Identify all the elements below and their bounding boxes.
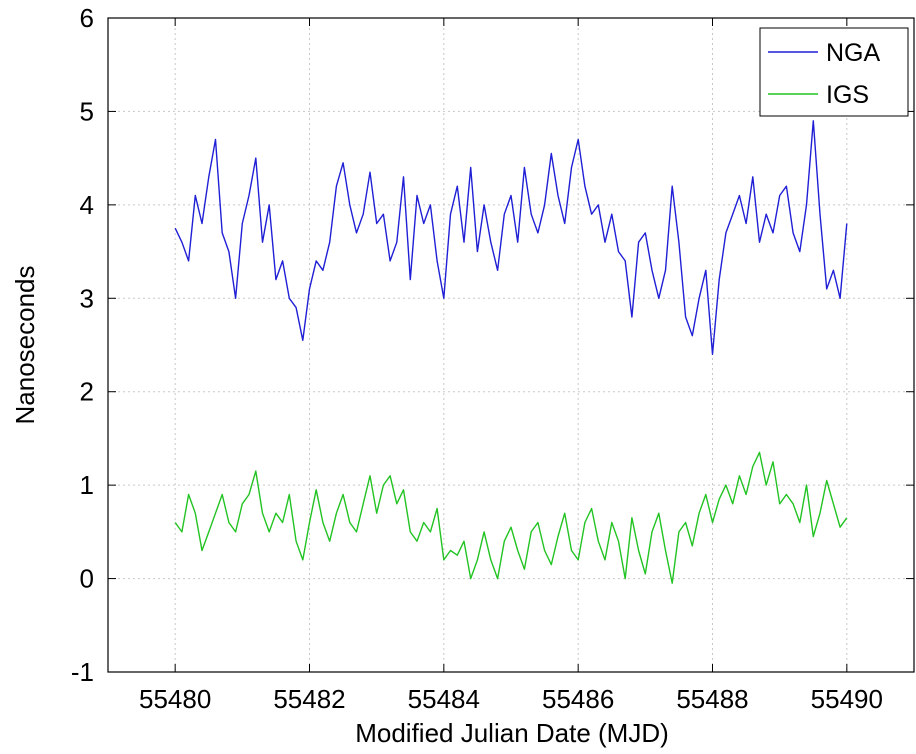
- legend-label-igs: IGS: [826, 81, 869, 109]
- x-tick-label: 55480: [139, 684, 211, 714]
- legend: NGA IGS: [759, 27, 909, 117]
- axis-ticks: 55480 55482 55484 55486 55488 55490 -1 0 1 2 3 4 5 6: [71, 3, 914, 714]
- x-axis-label: Modified Julian Date (MJD): [355, 718, 669, 748]
- y-tick-label: 4: [80, 190, 94, 220]
- series-line-igs: [174, 451, 848, 584]
- y-axis-label: Nanoseconds: [10, 266, 40, 425]
- legend-label-nga: NGA: [826, 39, 881, 67]
- x-tick-label: 55486: [542, 684, 614, 714]
- series-line-nga: [174, 120, 848, 355]
- plot-frame: [107, 17, 915, 673]
- y-tick-label: -1: [71, 657, 94, 687]
- x-tick-label: 55490: [811, 684, 883, 714]
- y-tick-label: 2: [80, 377, 94, 407]
- y-tick-label: 3: [80, 283, 94, 313]
- y-tick-label: 6: [80, 3, 94, 33]
- legend-box: [759, 27, 909, 117]
- x-tick-label: 55484: [408, 684, 480, 714]
- series-layer: [174, 120, 848, 584]
- x-tick-label: 55488: [676, 684, 748, 714]
- y-tick-label: 5: [80, 96, 94, 126]
- y-tick-label: 1: [80, 470, 94, 500]
- y-tick-label: 0: [80, 564, 94, 594]
- x-tick-label: 55482: [273, 684, 345, 714]
